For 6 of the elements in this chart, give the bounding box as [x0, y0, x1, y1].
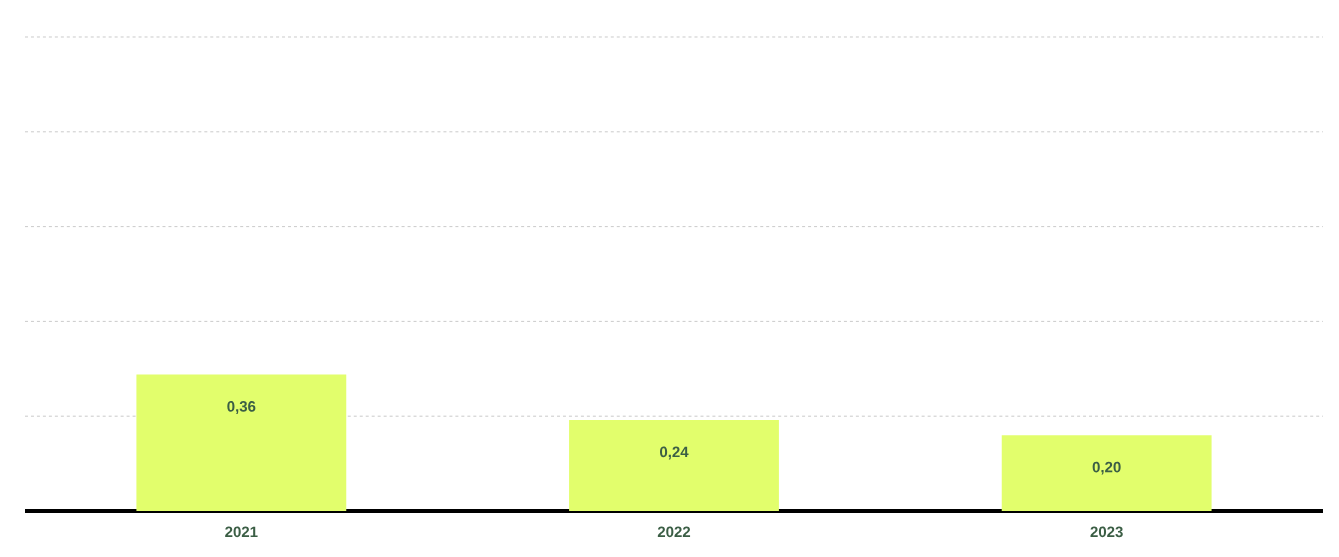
- data-label: 0,20: [1092, 461, 1121, 475]
- data-label: 0,24: [659, 446, 689, 460]
- x-tick-label: 2022: [657, 526, 691, 538]
- data-label: 0,36: [227, 401, 256, 414]
- x-tick-label: 2023: [1090, 526, 1123, 538]
- x-tick-label: 2021: [225, 526, 258, 538]
